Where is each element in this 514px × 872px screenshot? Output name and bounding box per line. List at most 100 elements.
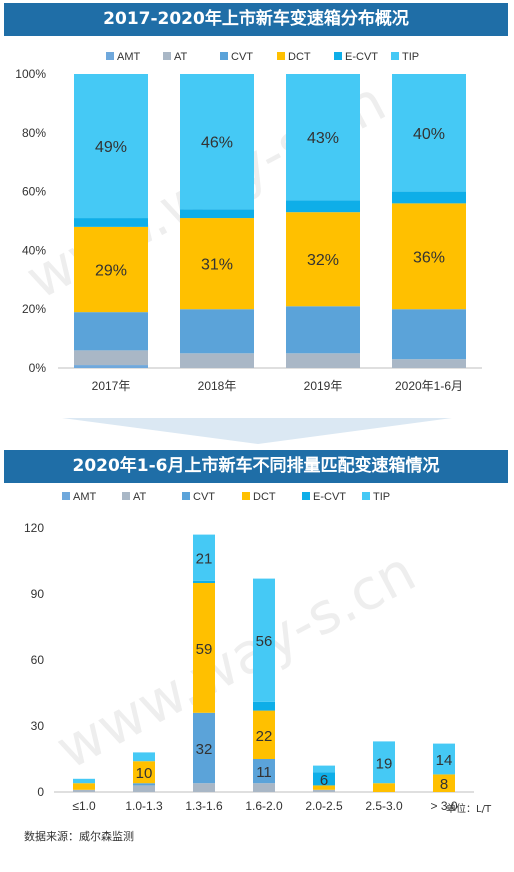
bar-2017-e-cvt (74, 218, 148, 227)
legend-label-tip: TIP (373, 491, 390, 503)
y-tick-label: 60 (31, 653, 45, 667)
bar-2019-at (286, 353, 360, 368)
legend-swatch-tip (362, 492, 370, 500)
data-label-2020-1-6-dct: 36% (413, 249, 445, 266)
bar-2018-tip (180, 74, 254, 210)
bar-3-0-dct (433, 774, 455, 792)
legend-label-cvt: CVT (193, 491, 215, 503)
bar-1-6-2-0-dct (253, 710, 275, 759)
data-label-3-0-tip: 14 (436, 752, 453, 769)
data-label-1-6-2-0-cvt: 11 (256, 764, 272, 781)
data-label-2-0-2-5-e-cvt: 6 (320, 772, 328, 789)
legend-label-dct: DCT (253, 491, 276, 503)
bar-2018-cvt (180, 309, 254, 354)
bar-2017-amt (74, 365, 148, 368)
chart-1-title: 2017-2020年上市新车变速箱分布概况 (4, 3, 508, 36)
bar-1-0-dct (73, 783, 95, 790)
y-tick-label: 0% (29, 361, 47, 375)
legend-label-cvt: CVT (231, 51, 253, 63)
y-tick-label: 80% (22, 126, 46, 140)
data-label-1-3-1-6-dct: 59 (196, 641, 213, 658)
bar-2017-dct (74, 226, 148, 313)
bar-2-0-2-5-at (313, 789, 335, 792)
x-tick-label: 2020年1-6月 (395, 379, 463, 393)
y-tick-label: 30 (31, 719, 45, 733)
x-tick-label: ≤1.0 (72, 799, 96, 813)
y-tick-label: 0 (37, 785, 44, 799)
bar-1-0-1-3-dct (133, 761, 155, 784)
bar-2018-dct (180, 218, 254, 310)
y-tick-label: 20% (22, 302, 46, 316)
legend-swatch-amt (62, 492, 70, 500)
bar-1-0-1-3-cvt (133, 783, 155, 786)
bar-2018-e-cvt (180, 209, 254, 219)
bar-2018-at (180, 353, 254, 368)
legend-label-e-cvt: E-CVT (345, 51, 378, 63)
data-label-2019-tip: 43% (307, 130, 339, 147)
x-tick-label: 1.6-2.0 (245, 799, 283, 813)
legend-swatch-cvt (220, 52, 228, 60)
legend-swatch-cvt (182, 492, 190, 500)
chart-1: AMT AT CVT DCT E-CVT TIP 0% 20% 40% 60% 80% 100% 201… (15, 51, 482, 393)
bar-1-6-2-0-cvt (253, 759, 275, 784)
data-label-1-3-1-6-tip: 21 (196, 551, 213, 568)
y-tick-label: 40% (22, 243, 46, 257)
y-tick-label: 90 (31, 587, 45, 601)
x-tick-label: 2.0-2.5 (305, 799, 343, 813)
data-source-note: 数据来源：威尔森监测 (24, 830, 134, 843)
x-tick-label: 2019年 (304, 379, 343, 393)
bar-2020-1-6-cvt (392, 309, 466, 360)
bar-1-3-1-6-at (193, 783, 215, 792)
bar-2-0-2-5-tip (313, 765, 335, 773)
y-tick-label: 60% (22, 185, 46, 199)
bar-2020-1-6-tip (392, 74, 466, 192)
data-label-2017-dct: 29% (95, 263, 127, 280)
legend-label-tip: TIP (402, 51, 419, 63)
data-label-2-5-3-0-tip: 19 (376, 755, 393, 772)
x-tick-label: 2017年 (92, 379, 131, 393)
legend-swatch-amt (106, 52, 114, 60)
x-tick-label: 2018年 (198, 379, 237, 393)
bar-1-0-1-3-at (133, 785, 155, 792)
bar-2017-at (74, 350, 148, 366)
bar-2-5-3-0-tip (373, 741, 395, 784)
data-label-2018-tip: 46% (201, 135, 233, 152)
data-label-3-0-dct: 8 (440, 776, 448, 793)
bar-2017-cvt (74, 312, 148, 351)
data-label-1-6-2-0-dct: 22 (256, 728, 273, 745)
data-label-1-3-1-6-cvt: 32 (196, 741, 213, 758)
data-label-2020-1-6-tip: 40% (413, 126, 445, 143)
legend-label-amt: AMT (117, 51, 141, 63)
x-tick-label: 1.3-1.6 (185, 799, 223, 813)
bar-1-6-2-0-at (253, 783, 275, 792)
legend-label-at: AT (174, 51, 188, 63)
bar-2-0-2-5-e-cvt (313, 772, 335, 786)
bar-2020-1-6-e-cvt (392, 191, 466, 204)
bar-2017-tip (74, 74, 148, 219)
legend-label-at: AT (133, 491, 147, 503)
bar-1-0-1-3-tip (133, 752, 155, 762)
bar-2019-e-cvt (286, 200, 360, 213)
y-tick-label: 120 (24, 521, 44, 535)
bar-1-3-1-6-dct (193, 583, 215, 713)
legend-label-amt: AMT (73, 491, 97, 503)
bar-2019-cvt (286, 306, 360, 354)
legend-label-dct: DCT (288, 51, 311, 63)
x-tick-label: 2.5-3.0 (365, 799, 403, 813)
legend-swatch-at (122, 492, 130, 500)
x-tick-label: 1.0-1.3 (125, 799, 163, 813)
bar-2020-1-6-dct (392, 203, 466, 310)
data-label-2017-tip: 49% (95, 139, 127, 156)
bar-1-6-2-0-e-cvt (253, 701, 275, 711)
data-label-1-6-2-0-tip: 56 (256, 633, 273, 650)
legend-swatch-at (163, 52, 171, 60)
bar-2019-tip (286, 74, 360, 201)
bar-1-6-2-0-tip (253, 578, 275, 702)
data-label-2019-dct: 32% (307, 252, 339, 269)
chart-2: AMT AT CVT DCT E-CVT TIP 0 30 60 90 120 ≤1.0 1.0-1.3… (24, 491, 474, 813)
legend-label-e-cvt: E-CVT (313, 491, 346, 503)
bar-1-3-1-6-tip (193, 534, 215, 581)
y-tick-label: 100% (15, 67, 46, 81)
chart-2-unit-label: 单位：L/T (446, 804, 492, 815)
